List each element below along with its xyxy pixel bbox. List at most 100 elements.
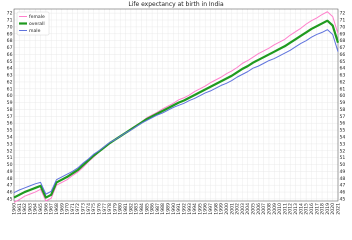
x-tick-label: 2000 (224, 203, 230, 215)
y-tick-label-right: 50 (340, 162, 346, 168)
y-tick-label-right: 58 (340, 107, 346, 113)
y-tick-label: 52 (7, 148, 13, 154)
x-tick-label: 1982 (128, 203, 134, 215)
y-tick-label: 55 (7, 128, 13, 134)
x-tick-label: 1980 (118, 203, 124, 215)
x-tick-label: 2011 (282, 203, 288, 215)
x-tick-label: 1979 (112, 203, 118, 215)
y-tick-label-right: 68 (340, 38, 346, 44)
x-tick-label: 1972 (75, 203, 81, 215)
y-tick-label: 63 (7, 73, 13, 79)
y-tick-label-right: 47 (340, 183, 346, 189)
y-tick-label-right: 56 (340, 121, 346, 127)
x-tick-label: 1985 (144, 203, 150, 215)
x-tick-label: 1969 (59, 203, 65, 215)
x-tick-label: 2009 (272, 203, 278, 215)
y-tick-label-right: 69 (340, 31, 346, 37)
x-tick-label: 2006 (256, 203, 262, 215)
x-tick-label: 1987 (155, 203, 161, 215)
y-tick-label: 46 (7, 190, 13, 196)
y-tick-label: 64 (7, 66, 13, 72)
x-tick-label: 1966 (43, 203, 49, 215)
x-tick-label: 1996 (203, 203, 209, 215)
y-tick-label: 70 (7, 24, 13, 30)
y-tick-label-right: 54 (340, 135, 346, 141)
y-tick-label-right: 64 (340, 66, 346, 72)
series-line (13, 19, 340, 199)
x-tick-label: 1963 (27, 203, 33, 215)
x-tick-label: 2014 (298, 203, 304, 215)
x-tick-label: 1989 (166, 203, 172, 215)
x-tick-label: 1990 (171, 203, 177, 215)
x-tick-label: 2001 (229, 203, 235, 215)
chart-title: Life expectancy at birth in India (128, 1, 224, 8)
x-tick-label: 2002 (235, 203, 241, 215)
x-tick-label: 1991 (176, 203, 182, 215)
x-tick-label: 2003 (240, 203, 246, 215)
y-tick-label: 62 (7, 79, 13, 85)
x-tick-label: 1995 (197, 203, 203, 215)
y-tick-label: 69 (7, 31, 13, 37)
y-tick-label-right: 57 (340, 114, 346, 120)
y-tick-label-right: 51 (340, 155, 346, 161)
y-tick-label: 65 (7, 59, 13, 65)
x-tick-label: 1974 (86, 203, 92, 215)
x-tick-label: 2013 (293, 203, 299, 215)
chart: Life expectancy at birth in India 45 4546… (0, 0, 352, 225)
x-tick-label: 2017 (314, 203, 320, 215)
x-tick-label: 1971 (70, 203, 76, 215)
y-tick-label: 48 (7, 176, 13, 182)
y-tick-label: 47 (7, 183, 13, 189)
y-tick-label: 68 (7, 38, 13, 44)
x-tick-label: 1962 (22, 203, 28, 215)
x-tick-label: 2008 (266, 203, 272, 215)
y-tick-label-right: 66 (340, 52, 346, 58)
y-tick-label-right: 72 (340, 11, 346, 17)
x-tick-label: 1976 (96, 203, 102, 215)
x-tick-label: 1981 (123, 203, 129, 215)
y-tick-label-right: 46 (340, 190, 346, 196)
y-tick-label: 66 (7, 52, 13, 58)
y-tick-label-right: 62 (340, 79, 346, 85)
x-tick-label: 2010 (277, 203, 283, 215)
y-tick-label: 49 (7, 169, 13, 175)
y-tick-label: 59 (7, 100, 13, 106)
y-tick-label: 60 (7, 93, 13, 99)
x-tick-label: 2005 (251, 203, 257, 215)
background (0, 0, 352, 225)
y-tick-label-right: 67 (340, 45, 346, 51)
y-tick-label-right: 55 (340, 128, 346, 134)
x-tick-label: 1970 (65, 203, 71, 215)
y-tick-label: 54 (7, 135, 13, 141)
x-tick-label: 1999 (219, 203, 225, 215)
y-tick-label: 67 (7, 45, 13, 51)
x-tick-label: 1986 (150, 203, 156, 215)
y-tick-label-right: 61 (340, 86, 346, 92)
x-tick-label: 1988 (160, 203, 166, 215)
legend-label: overall (29, 21, 45, 27)
y-tick-label: 50 (7, 162, 13, 168)
legend-box (16, 11, 50, 36)
y-tick-label-right: 60 (340, 93, 346, 99)
x-tick-label: 1973 (81, 203, 87, 215)
y-tick-label-right: 45 (340, 196, 346, 202)
x-tick-label: 1977 (102, 203, 108, 215)
x-tick-label: 2020 (330, 203, 336, 215)
legend-label: male (29, 28, 41, 34)
x-tick-label: 1975 (91, 203, 97, 215)
y-tick-label-right: 48 (340, 176, 346, 182)
y-tick-label-right: 63 (340, 73, 346, 79)
x-tick-label: 2004 (245, 203, 251, 215)
x-tick-label: 2015 (304, 203, 310, 215)
x-tick-label: 2007 (261, 203, 267, 215)
x-tick-label: 1968 (54, 203, 60, 215)
x-tick-label: 2012 (288, 203, 294, 215)
x-tick-label: 1984 (139, 203, 145, 215)
x-tick-label: 2021 (336, 203, 342, 215)
x-tick-label: 1998 (213, 203, 219, 215)
x-tick-label: 1994 (192, 203, 198, 215)
y-tick-label-right: 53 (340, 141, 346, 147)
x-tick-label: 1983 (134, 203, 140, 215)
x-tick-label: 1965 (38, 203, 44, 215)
